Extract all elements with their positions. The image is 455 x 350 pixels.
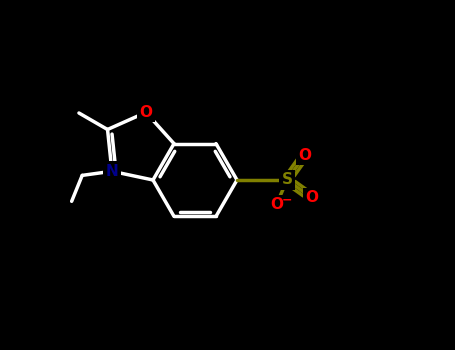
Text: O: O (139, 105, 152, 120)
Text: O: O (298, 148, 311, 163)
Text: N: N (106, 164, 118, 179)
Text: O: O (305, 190, 318, 205)
Text: S: S (282, 173, 293, 188)
Text: −: − (281, 193, 292, 206)
Text: O: O (270, 197, 283, 212)
